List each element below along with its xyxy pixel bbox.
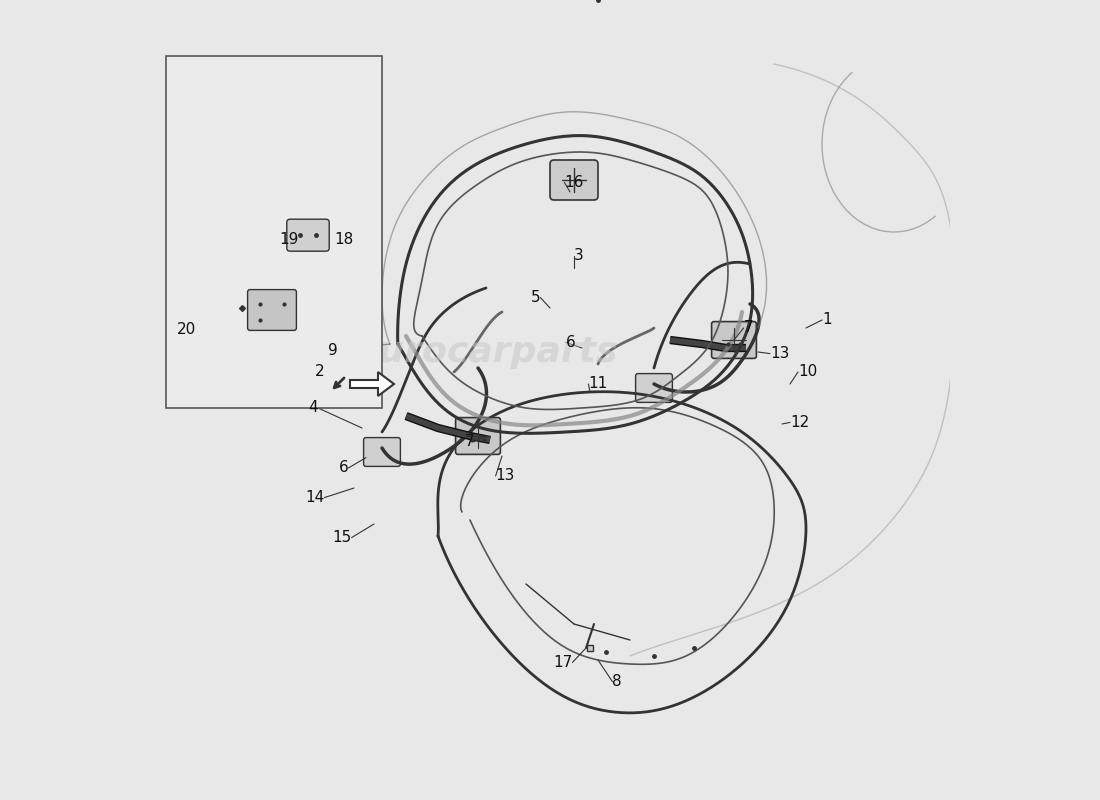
Text: 12: 12 [790,415,810,430]
Text: 15: 15 [332,530,352,545]
Text: 20: 20 [177,322,197,337]
FancyBboxPatch shape [712,322,757,358]
Text: 5: 5 [531,290,540,305]
Text: 2: 2 [315,365,324,379]
Text: 19: 19 [279,233,299,247]
FancyBboxPatch shape [166,56,382,408]
Text: 18: 18 [334,233,353,247]
Text: 10: 10 [798,365,817,379]
Text: 6: 6 [339,461,349,475]
Text: 8: 8 [613,674,621,689]
Text: 9: 9 [328,343,338,358]
FancyBboxPatch shape [364,438,400,466]
FancyBboxPatch shape [287,219,329,251]
Text: 7: 7 [744,321,754,335]
Text: 3: 3 [574,249,584,263]
Text: 13: 13 [496,469,515,483]
Polygon shape [350,372,394,396]
Text: 17: 17 [553,655,572,670]
Text: 6: 6 [566,335,575,350]
FancyBboxPatch shape [636,374,672,402]
Text: 4: 4 [308,401,318,415]
FancyBboxPatch shape [455,418,500,454]
Text: 13: 13 [770,346,790,361]
Text: eurocarparts: eurocarparts [354,335,618,369]
Text: 7: 7 [464,434,474,449]
Text: 16: 16 [564,175,584,190]
FancyBboxPatch shape [550,160,598,200]
Text: 11: 11 [588,377,607,391]
FancyBboxPatch shape [248,290,296,330]
Text: 14: 14 [305,490,324,505]
Text: 1: 1 [822,313,832,327]
